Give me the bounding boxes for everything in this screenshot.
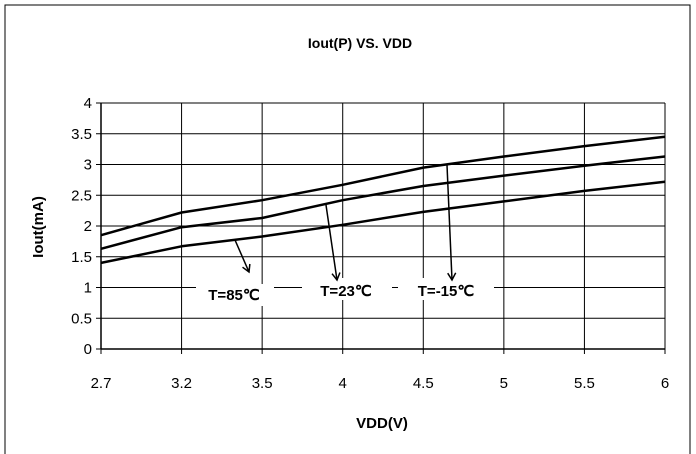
x-tick-label: 3.5 [252,375,273,392]
y-tick-label: 2.5 [71,187,92,204]
annotation-arrow-line [446,164,453,281]
y-tick-label: 3 [84,157,92,174]
y-tick-label: 2 [84,218,92,235]
annotation-label: T=23℃ [320,283,372,300]
annotation-label: T=85℃ [208,287,260,304]
annotation-arrowhead [242,263,251,274]
annotation-bg [398,278,494,300]
series-line-2 [100,180,666,265]
series-line-1 [100,155,666,251]
annotation-bg [302,278,392,300]
y-tick-label: 4 [84,95,92,112]
x-tick-label: 6 [661,375,669,392]
annotation-arrowhead [331,272,341,282]
series-layer [100,135,666,265]
annotation-layer: T=85℃ T=23℃ T=-15℃ [196,164,494,306]
y-tick-label: 0 [84,341,92,358]
x-tick-label: 3.2 [171,375,192,392]
annotation-label: T=-15℃ [418,283,475,300]
x-tick-label: 2.7 [91,375,112,392]
tick-layer: 0 0.5 1 1.5 2 2.5 3 3.5 4 2.7 3.2 3.5 4 4.5 5 5.5 6 [71,95,669,392]
x-tick-label: 4 [339,375,347,392]
y-tick-label: 1.5 [71,249,92,266]
annotation-bg [196,284,274,306]
x-tick-label: 5.5 [574,375,595,392]
x-axis-title: VDD(V) [356,415,408,432]
annotation-arrow-line [234,239,250,273]
y-tick-label: 0.5 [71,310,92,327]
x-tick-label: 5 [500,375,508,392]
chart-title: Iout(P) VS. VDD [308,35,412,51]
y-tick-label: 3.5 [71,126,92,143]
series-line-0 [100,135,666,237]
annotation-arrowhead [447,272,457,282]
y-axis-title: Iout(mA) [30,196,47,258]
annotation-arrow-line [325,204,338,281]
x-tick-label: 4.5 [413,375,434,392]
y-tick-label: 1 [84,280,92,297]
